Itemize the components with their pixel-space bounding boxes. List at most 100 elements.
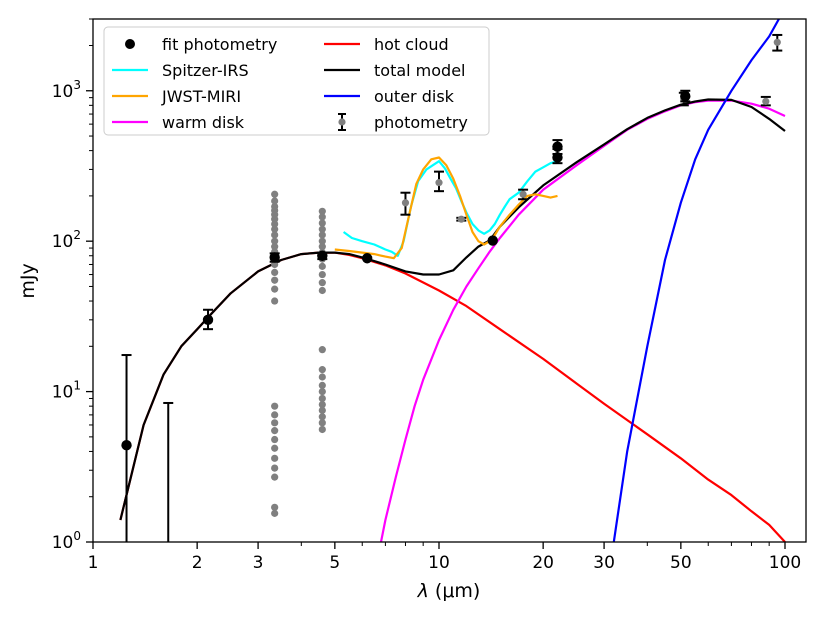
y-tick-exponent: 1: [73, 379, 81, 393]
legend-swatch: [125, 39, 135, 49]
photometry-grey-points-point: [318, 400, 326, 409]
photometry-grey-points-point: [318, 406, 326, 414]
x-tick-label: 30: [593, 553, 615, 573]
photometry-grey-points-point: [271, 220, 279, 228]
photometry-grey-points-point: [318, 213, 326, 221]
photometry-grey-points-point: [271, 190, 279, 198]
warm-disk-line: [379, 99, 786, 542]
photometry-grey-points-point: [271, 237, 279, 245]
y-tick-base: 10: [52, 383, 74, 403]
photometry-grey-points-point: [318, 237, 326, 245]
photometry-grey-points-point: [271, 473, 279, 481]
jwst-miri-line: [334, 156, 558, 260]
legend-label: total model: [374, 61, 466, 80]
photometry-grey-points-point: [318, 243, 326, 251]
photometry-grey-points-point: [318, 286, 326, 295]
photometry-grey-points-point: [271, 231, 279, 239]
photometry-grey-points-point: [271, 268, 279, 277]
y-axis-title: mJy: [17, 263, 39, 298]
photometry-grey-points-point: [271, 454, 279, 462]
legend-item-spitzer-irs: Spitzer-IRS: [112, 61, 249, 80]
fit-photometry-marker: [121, 440, 132, 451]
photometry-grey-points-point: [318, 413, 326, 421]
photometry-grey-points-point: [271, 297, 279, 305]
photometry-grey-points-point: [271, 276, 279, 284]
photometry-grey-points-point: [318, 231, 326, 239]
photometry-grey-points-point: [318, 279, 326, 287]
y-tick-exponent: 3: [73, 78, 81, 92]
series-layer: [119, 19, 786, 542]
photometry-grey-points-point: [318, 270, 326, 279]
legend-item-jwst-miri: JWST-MIRI: [112, 87, 241, 106]
photometry-grey-points-point: [318, 225, 326, 233]
x-tick-label: 100: [769, 553, 801, 573]
x-axis-title: λ (μm): [417, 580, 481, 602]
photometry-grey-points-point: [318, 373, 326, 381]
photometry-grey-points-point: [271, 243, 279, 251]
photometry-grey-points-point: [318, 219, 326, 227]
legend-label: photometry: [374, 113, 468, 132]
y-tick-exponent: 0: [73, 529, 81, 543]
photometry-error-bars-point: [519, 190, 527, 198]
photometry-grey-points-point: [271, 427, 279, 435]
photometry-grey-points-point: [271, 402, 279, 410]
x-tick-label: 20: [532, 553, 554, 573]
fit-photometry-marker: [552, 152, 563, 163]
legend-label: outer disk: [374, 87, 455, 106]
photometry-grey-points-point: [318, 346, 326, 354]
y-tick-exponent: 2: [73, 228, 81, 242]
photometry-grey-points-point: [271, 464, 279, 472]
photometry-grey-points-point: [318, 425, 326, 434]
photometry-grey-points-point: [271, 285, 279, 293]
fit-photometry-marker: [487, 235, 498, 246]
x-axis-symbol: λ: [417, 580, 429, 602]
legend-item-outer-disk: outer disk: [324, 87, 455, 106]
legend-box: [103, 26, 490, 136]
photometry-grey-points-point: [318, 366, 326, 374]
photometry-error-bars-point: [435, 179, 443, 187]
photometry-grey-points-point: [318, 387, 326, 396]
legend-label: Spitzer-IRS: [162, 61, 249, 80]
fit-photometry-marker: [680, 91, 691, 102]
x-tick-label: 10: [428, 553, 450, 573]
photometry-error-bars-point: [773, 38, 781, 46]
photometry-grey-points-point: [271, 435, 279, 444]
legend: fit photometry Spitzer-IRS JWST-MIRI warm d…: [103, 26, 490, 136]
photometry-grey-points-point: [271, 197, 279, 205]
legend-label: warm disk: [162, 113, 245, 132]
photometry-grey-points-point: [318, 207, 326, 215]
photometry-grey-points-point: [271, 411, 279, 419]
x-tick-label: 2: [192, 553, 203, 573]
x-tick-label: 1: [88, 553, 99, 573]
legend-label: fit photometry: [162, 35, 277, 54]
hot-cloud-line: [119, 251, 786, 542]
fit-photometry-marker: [202, 314, 214, 326]
legend-item-hot-cloud: hot cloud: [324, 35, 449, 54]
legend-label: hot cloud: [374, 35, 449, 54]
plot-frame: [92, 18, 807, 543]
y-tick-label: 103: [52, 78, 81, 102]
legend-item-warm-disk: warm disk: [112, 113, 245, 132]
x-tick-label: 3: [253, 553, 264, 573]
legend-item-photometry: photometry: [338, 113, 468, 132]
y-tick-label: 100: [52, 529, 81, 553]
legend-item-fit-photometry: fit photometry: [125, 35, 277, 54]
photometry-error-bars-point: [457, 215, 465, 223]
photometry-grey-points-point: [318, 419, 326, 427]
y-tick-label: 102: [52, 228, 81, 252]
y-tick-base: 10: [52, 533, 74, 553]
y-tick-label: 101: [52, 379, 81, 403]
photometry-grey-points-point: [271, 225, 279, 233]
y-tick-base: 10: [52, 82, 74, 102]
legend-item-total-model: total model: [324, 61, 466, 80]
photometry-grey-points-point: [318, 394, 326, 403]
photometry-grey-points-point: [271, 503, 279, 511]
outer-disk-line: [612, 19, 780, 542]
photometry-error-bars-point: [401, 199, 410, 207]
photometry-grey-points-point: [271, 444, 279, 452]
photometry-grey-points-point: [271, 419, 279, 427]
fit-photometry-marker: [269, 252, 280, 263]
y-tick-base: 10: [52, 232, 74, 252]
